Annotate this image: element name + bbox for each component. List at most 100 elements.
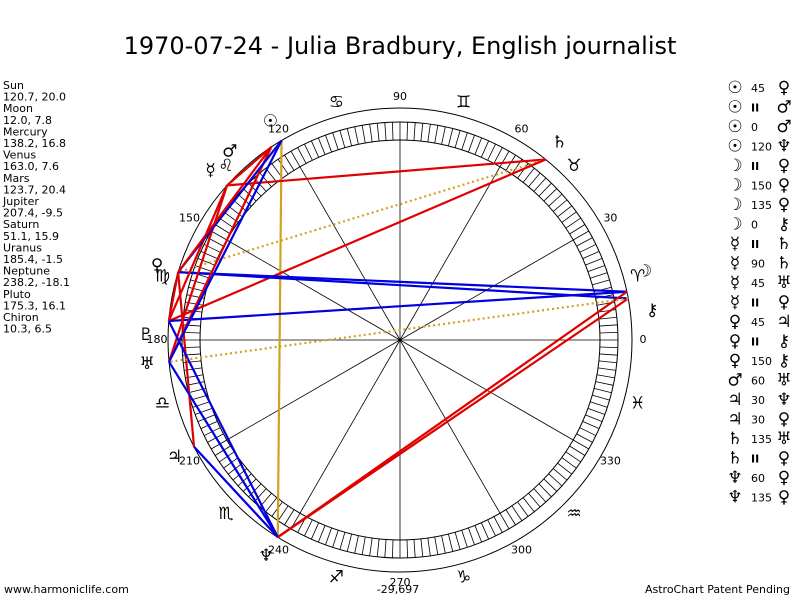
degree-tick — [232, 199, 248, 212]
aspect-line — [167, 271, 180, 322]
aspect-type: 60 — [751, 375, 765, 388]
aspect-glyph-from: ♀ — [729, 351, 741, 371]
planet-position: 123.7, 20.4 — [3, 183, 66, 196]
degree-tick — [511, 505, 523, 521]
footer-left: www.harmoniclife.com — [4, 583, 129, 596]
degree-tick — [454, 130, 461, 148]
aspect-type: 60 — [751, 472, 765, 485]
degree-tick — [427, 124, 431, 143]
aspect-glyph-to: ♄ — [776, 234, 791, 254]
degree-tick — [304, 519, 313, 537]
degree-tick — [538, 182, 552, 197]
degree-tick — [598, 316, 617, 320]
degree-label: 0 — [640, 333, 647, 346]
planet-name: Mercury — [3, 125, 48, 138]
degree-tick — [593, 387, 612, 394]
aspect-type: 135 — [751, 433, 772, 446]
degree-label: 90 — [393, 90, 407, 103]
aspect-glyph-from: ☉ — [727, 117, 742, 137]
aspect-glyph-to: ♀ — [778, 449, 790, 469]
aspect-type: 30 — [751, 394, 765, 407]
degree-tick — [195, 408, 213, 415]
spoke — [299, 339, 401, 514]
degree-tick — [493, 147, 503, 164]
degree-tick — [427, 537, 431, 556]
aspect-glyph-from: ♀ — [729, 312, 741, 332]
degree-tick — [576, 433, 593, 443]
degree-tick — [361, 125, 366, 144]
degree-tick — [592, 394, 610, 401]
degree-tick — [561, 457, 577, 469]
aspect-glyph-to: ♀ — [778, 293, 790, 313]
degree-tick — [317, 525, 326, 543]
planet-glyph: ♆ — [259, 546, 274, 566]
degree-label: 240 — [268, 543, 289, 556]
planet-position: 175.3, 16.1 — [3, 299, 66, 312]
degree-tick — [461, 132, 468, 150]
degree-tick — [197, 414, 215, 423]
degree-tick — [447, 533, 454, 552]
degree-label: 330 — [600, 455, 621, 468]
aspect-glyph-to: ♀ — [778, 410, 790, 430]
degree-tick — [505, 509, 516, 526]
degree-tick — [376, 123, 380, 142]
degree-tick — [197, 257, 215, 266]
aspect-type: II — [751, 336, 759, 349]
aspect-glyph-from: ☿ — [730, 254, 740, 274]
aspect-line — [226, 146, 272, 187]
degree-tick — [265, 497, 278, 513]
degree-tick — [493, 516, 503, 533]
aspect-glyph-from: ☽ — [727, 195, 742, 215]
degree-label: 210 — [179, 455, 200, 468]
degree-tick — [557, 205, 573, 218]
degree-tick — [277, 505, 289, 521]
planet-glyph: ♃ — [167, 447, 182, 467]
planet-name: Sun — [3, 79, 24, 92]
planet-glyph: ♀ — [151, 256, 163, 276]
degree-tick — [304, 143, 313, 161]
sign-glyph: ♈ — [630, 266, 645, 286]
degree-tick — [384, 539, 387, 558]
degree-tick — [499, 151, 510, 167]
sign-glyph: ♌ — [218, 156, 233, 176]
degree-tick — [590, 272, 608, 279]
sign-glyph: ♏ — [218, 504, 233, 524]
degree-tick — [332, 132, 339, 150]
degree-tick — [599, 324, 618, 327]
planet-position: 51.1, 15.9 — [3, 230, 59, 243]
degree-tick — [317, 137, 326, 155]
aspect-glyph-to: ♀ — [778, 156, 790, 176]
degree-tick — [599, 346, 618, 349]
degree-tick — [384, 122, 387, 141]
degree-tick — [441, 535, 446, 554]
footer-center: -29,697 — [377, 583, 419, 596]
degree-tick — [186, 381, 205, 386]
degree-tick — [468, 135, 475, 153]
degree-tick — [474, 137, 483, 155]
aspect-type: 135 — [751, 199, 772, 212]
aspect-line — [276, 140, 283, 538]
aspect-line — [167, 184, 229, 322]
degree-tick — [587, 408, 605, 415]
planet-position: 207.4, -9.5 — [3, 207, 63, 220]
aspect-glyph-from: ♃ — [727, 410, 742, 430]
degree-tick — [454, 532, 461, 550]
degree-tick — [569, 445, 586, 456]
aspect-glyph-from: ☽ — [727, 215, 742, 235]
aspect-glyph-to: ♀ — [778, 195, 790, 215]
aspect-line — [277, 297, 629, 539]
planet-position: 185.4, -1.5 — [3, 253, 63, 266]
degree-tick — [214, 224, 231, 235]
degree-tick — [346, 128, 353, 147]
aspect-type: 45 — [751, 316, 765, 329]
footer-right: AstroChart Patent Pending — [645, 583, 790, 596]
sign-glyph: ♒ — [566, 504, 581, 524]
planet-position: 138.2, 16.8 — [3, 137, 66, 150]
spoke — [399, 166, 501, 341]
degree-tick — [598, 360, 617, 364]
aspect-line — [193, 446, 279, 538]
degree-tick — [565, 451, 581, 463]
degree-tick — [599, 353, 618, 356]
degree-tick — [533, 177, 547, 192]
